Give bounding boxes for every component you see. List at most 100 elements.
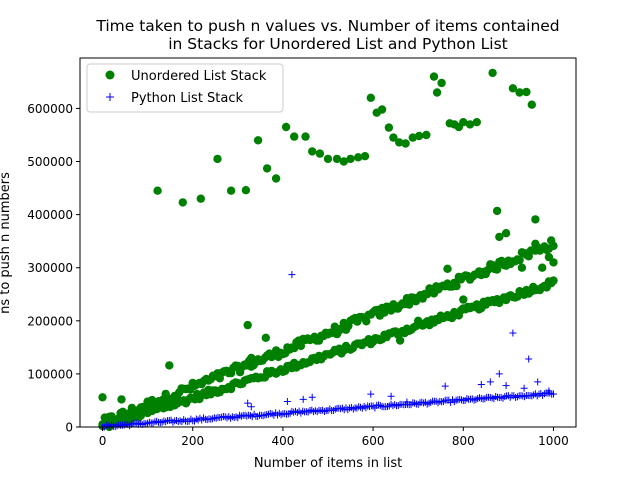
y-tick-label: 300000 <box>27 261 73 275</box>
point-unordered-list <box>488 68 497 78</box>
x-tick-label: 800 <box>452 434 475 448</box>
point-unordered-list <box>465 120 475 129</box>
point-unordered-list <box>354 153 363 162</box>
point-python-list <box>545 387 553 395</box>
point-python-list <box>550 390 557 398</box>
point-python-list <box>476 394 483 402</box>
point-unordered-list <box>323 154 333 164</box>
point-python-list <box>439 398 447 406</box>
point-python-list <box>331 405 339 413</box>
y-tick-label: 100000 <box>27 367 73 381</box>
y-tick-label: 200000 <box>27 314 73 328</box>
point-python-list <box>540 390 548 398</box>
point-unordered-list <box>241 186 251 195</box>
point-python-list <box>212 414 220 422</box>
point-python-list <box>293 409 301 416</box>
point-unordered-list <box>515 255 524 265</box>
point-unordered-list <box>98 393 107 402</box>
x-axis-label: Number of items in list <box>254 456 402 471</box>
point-python-list <box>387 392 395 400</box>
point-unordered-list <box>178 198 187 207</box>
point-python-list <box>247 403 255 411</box>
point-unordered-list <box>290 132 299 141</box>
legend-label-unordered-list: Unordered List Stack <box>131 69 267 84</box>
point-unordered-list <box>384 123 394 132</box>
legend-marker-unordered-list <box>105 70 115 80</box>
point-unordered-list <box>522 249 531 258</box>
point-unordered-list <box>153 186 162 195</box>
point-python-list <box>369 402 377 410</box>
point-unordered-list <box>395 138 404 147</box>
point-python-list <box>153 417 161 425</box>
point-unordered-list <box>527 100 536 109</box>
point-unordered-list <box>495 232 504 242</box>
point-unordered-list <box>531 215 540 224</box>
point-python-list <box>244 399 252 407</box>
point-unordered-list <box>332 154 342 164</box>
y-tick-label: 500000 <box>27 155 73 169</box>
point-unordered-list <box>459 295 468 304</box>
point-unordered-list <box>262 164 272 173</box>
point-python-list <box>169 418 177 426</box>
point-python-list <box>232 413 240 421</box>
y-axis-label: ns to push n numbers <box>0 172 13 314</box>
point-unordered-list <box>549 258 558 267</box>
point-python-list <box>450 398 458 406</box>
y-tick-label: 400000 <box>27 208 73 222</box>
point-unordered-list <box>362 317 371 326</box>
point-unordered-list <box>538 263 547 272</box>
point-python-list <box>534 378 542 386</box>
point-python-list <box>441 382 449 390</box>
point-python-list <box>286 409 294 417</box>
point-python-list <box>162 418 170 426</box>
point-python-list <box>486 378 494 386</box>
point-python-list <box>320 408 328 415</box>
point-python-list <box>207 415 215 423</box>
point-python-list <box>329 407 337 414</box>
point-unordered-list <box>315 149 325 158</box>
x-tick-label: 400 <box>271 434 294 448</box>
point-python-list <box>104 421 112 429</box>
point-python-list <box>133 419 141 427</box>
point-python-list <box>423 400 431 408</box>
point-unordered-list <box>408 133 417 142</box>
point-unordered-list <box>459 118 468 127</box>
point-unordered-list <box>549 276 558 285</box>
point-unordered-list <box>443 264 452 273</box>
point-python-list <box>313 408 321 416</box>
point-python-list <box>246 412 254 419</box>
point-python-list <box>376 402 384 409</box>
point-python-list <box>512 394 520 401</box>
point-python-list <box>367 390 375 398</box>
point-unordered-list <box>360 152 370 161</box>
x-tick-label: 0 <box>99 434 107 448</box>
point-unordered-list <box>501 229 511 238</box>
point-unordered-list <box>196 194 205 203</box>
point-python-list <box>425 399 433 407</box>
legend-marker-python-list <box>106 93 114 101</box>
point-unordered-list <box>281 122 291 132</box>
point-unordered-list <box>346 154 355 164</box>
point-unordered-list <box>432 88 442 97</box>
point-python-list <box>283 398 291 405</box>
point-python-list <box>502 382 510 390</box>
point-unordered-list <box>437 78 446 88</box>
point-python-list <box>477 381 485 388</box>
point-unordered-list <box>261 333 270 342</box>
x-tick-label: 600 <box>362 434 385 448</box>
chart-title-line2: in Stacks for Unordered List and Python … <box>168 35 508 53</box>
point-python-list <box>362 404 370 412</box>
point-python-list <box>192 415 200 423</box>
point-python-list <box>158 418 166 426</box>
point-python-list <box>308 406 316 414</box>
point-unordered-list <box>517 263 527 272</box>
point-unordered-list <box>247 353 256 363</box>
point-unordered-list <box>213 154 222 164</box>
point-python-list <box>337 405 345 413</box>
point-python-list <box>488 394 496 402</box>
point-unordered-list <box>531 239 540 248</box>
legend-label-python-list: Python List Stack <box>131 91 244 106</box>
point-unordered-list <box>271 174 281 183</box>
point-python-list <box>530 391 538 399</box>
point-unordered-list <box>243 320 252 330</box>
